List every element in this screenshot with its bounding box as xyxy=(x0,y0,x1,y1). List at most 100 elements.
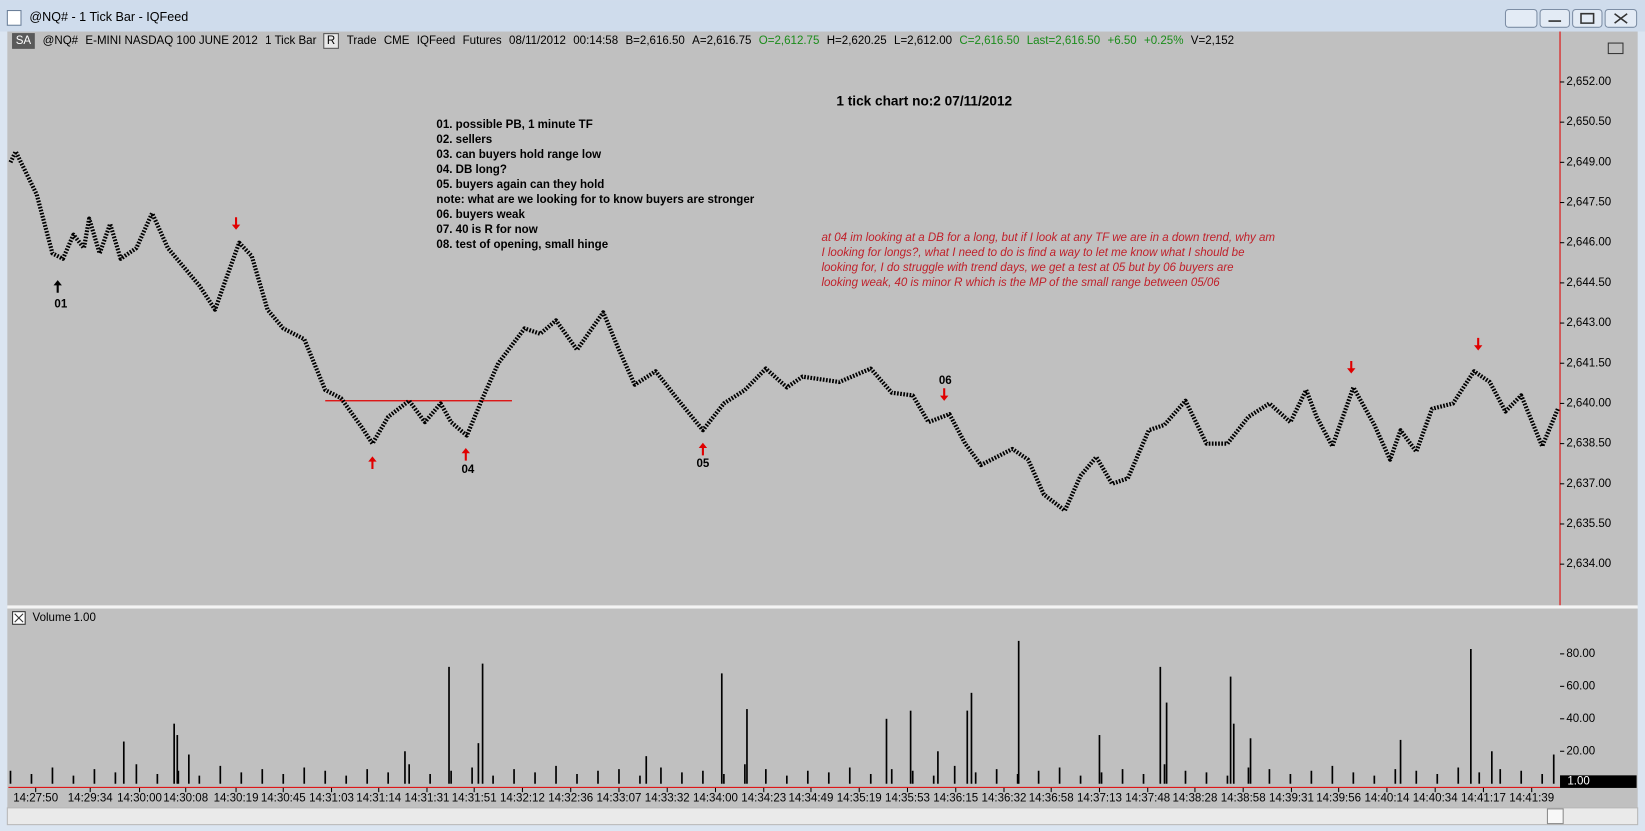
toolbar-item: @NQ# xyxy=(43,35,79,47)
x-tick-label: 14:34:00 xyxy=(693,792,738,804)
x-tick-label: 14:35:53 xyxy=(885,792,930,804)
x-tick-label: 14:29:34 xyxy=(68,792,113,804)
y-tick-label: 20.00 xyxy=(1566,745,1595,757)
price-chart: 1 tick chart no:2 07/11/2012 01 04 05 06… xyxy=(8,76,1611,570)
annotation: 01 xyxy=(54,298,67,310)
close-glyph xyxy=(14,613,24,623)
note: 01. possible PB, 1 minute TF xyxy=(436,119,592,131)
title-bar xyxy=(0,0,1645,32)
y-tick-label: 2,647.50 xyxy=(1566,197,1611,209)
y-tick-label: 2,637.00 xyxy=(1566,478,1611,490)
toolbar-item: CME xyxy=(384,35,410,47)
maximize-button[interactable] xyxy=(1572,8,1603,28)
x-tick-label: 14:30:45 xyxy=(261,792,306,804)
minimize-button[interactable] xyxy=(1539,8,1570,28)
y-tick-label: 40.00 xyxy=(1566,713,1595,725)
toolbar-item: A=2,616.75 xyxy=(692,35,751,47)
x-tick-label: 14:35:19 xyxy=(837,792,882,804)
x-tick-label: 14:36:15 xyxy=(933,792,978,804)
down-arrow xyxy=(1473,337,1483,351)
volume-chart: Volume 1.00 1.00 20.00 40.00 60.00 80.00 xyxy=(9,611,1637,788)
x-tick-label: 14:34:49 xyxy=(789,792,834,804)
toolbar-item: Trade xyxy=(347,35,377,47)
chart-title: 1 tick chart no:2 07/11/2012 xyxy=(836,93,1012,108)
x-tick-label: 14:31:31 xyxy=(405,792,450,804)
y-tick-label: 2,641.50 xyxy=(1566,357,1611,369)
toolbar-item: +0.25% xyxy=(1144,35,1183,47)
up-arrow xyxy=(698,442,708,456)
y-tick-label: 2,652.00 xyxy=(1566,76,1611,88)
last-value-badge xyxy=(1560,775,1637,788)
down-arrow xyxy=(940,388,949,401)
annotation: 06 xyxy=(939,375,952,387)
toolbar-item: 08/11/2012 xyxy=(509,35,566,47)
up-arrow xyxy=(368,456,377,470)
x-tick-label: 14:37:48 xyxy=(1125,792,1170,804)
note: 06. buyers weak xyxy=(436,209,525,221)
x-tick-label: 14:40:14 xyxy=(1364,792,1409,804)
toolbar-item: Last=2,616.50 xyxy=(1027,35,1100,47)
x-tick-label: 14:39:56 xyxy=(1316,792,1361,804)
commentary: looking weak, 40 is minor R which is the… xyxy=(821,277,1220,289)
y-tick-label: 60.00 xyxy=(1566,680,1595,692)
note: 04. DB long? xyxy=(436,164,506,176)
toolbar-item: B=2,616.50 xyxy=(625,35,684,47)
note: 07. 40 is R for now xyxy=(436,224,537,236)
panel-menu-icon[interactable] xyxy=(1607,42,1624,55)
y-tick-label: 2,638.50 xyxy=(1566,438,1611,450)
y-tick-label: 2,643.00 xyxy=(1566,317,1611,329)
x-tick-label: 14:40:34 xyxy=(1413,792,1458,804)
toolbar-item: 00:14:58 xyxy=(573,35,618,47)
down-arrow xyxy=(1347,360,1356,374)
commentary: looking for, I do struggle with trend da… xyxy=(821,262,1233,274)
price-ticks xyxy=(8,149,1560,513)
x-tick-label: 14:36:32 xyxy=(982,792,1027,804)
app-icon xyxy=(6,10,22,26)
toolbar-item: H=2,620.25 xyxy=(827,35,887,47)
scrollbar-thumb[interactable] xyxy=(1546,808,1564,825)
y-tick-label: 2,640.00 xyxy=(1566,397,1611,409)
toolbar-item: +6.50 xyxy=(1107,35,1136,47)
x-tick-label: 14:30:19 xyxy=(214,792,259,804)
x-tick-label: 14:34:23 xyxy=(741,792,786,804)
price-panel xyxy=(7,31,1638,607)
panel-subtitle: 1.00 xyxy=(73,612,95,624)
x-tick-label: 14:39:31 xyxy=(1269,792,1314,804)
x-tick-label: 14:33:32 xyxy=(645,792,690,804)
panel-title: Volume xyxy=(33,612,71,624)
toolbar: SA @NQ# E-MINI NASDAQ 100 JUNE 2012 1 Tick … xyxy=(12,33,1234,49)
toolbar-item: C=2,616.50 xyxy=(959,35,1019,47)
toolbar-item: O=2,612.75 xyxy=(759,35,820,47)
note: note: what are we looking for to know bu… xyxy=(436,194,754,206)
x-tick-label: 14:31:14 xyxy=(356,792,401,804)
note: 05. buyers again can they hold xyxy=(436,179,604,191)
x-tick-label: 14:30:00 xyxy=(117,792,162,804)
commentary: I looking for longs?, what I need to do … xyxy=(821,247,1244,259)
window-buttons[interactable] xyxy=(1504,8,1638,28)
note: 02. sellers xyxy=(436,134,492,146)
x-tick-label: 14:37:13 xyxy=(1077,792,1122,804)
note: 03. can buyers hold range low xyxy=(436,149,601,161)
arrows xyxy=(53,217,1483,470)
x-tick-label: 14:41:17 xyxy=(1461,792,1506,804)
note: 08. test of opening, small hinge xyxy=(436,239,608,251)
x-tick-label: 14:30:08 xyxy=(163,792,208,804)
restore-button[interactable] xyxy=(1504,8,1538,28)
y-tick-label: 2,650.50 xyxy=(1566,116,1611,128)
y-tick-label: 2,634.00 xyxy=(1566,558,1611,570)
y-tick-label: 2,649.00 xyxy=(1566,156,1611,168)
x-tick-label: 14:31:03 xyxy=(309,792,354,804)
time-axis xyxy=(7,787,1638,808)
y-tick-label: 2,635.50 xyxy=(1566,518,1611,530)
toolbar-item: IQFeed xyxy=(417,35,455,47)
volume-panel xyxy=(7,608,1638,788)
y-tick-label: 80.00 xyxy=(1566,648,1595,660)
scrollbar[interactable] xyxy=(6,807,1639,826)
toolbar-button[interactable] xyxy=(12,33,35,49)
toolbar-item: R xyxy=(327,35,335,47)
up-arrow xyxy=(53,280,62,293)
toolbar-button[interactable] xyxy=(323,33,339,49)
y-tick-label: 2,644.50 xyxy=(1566,277,1611,289)
